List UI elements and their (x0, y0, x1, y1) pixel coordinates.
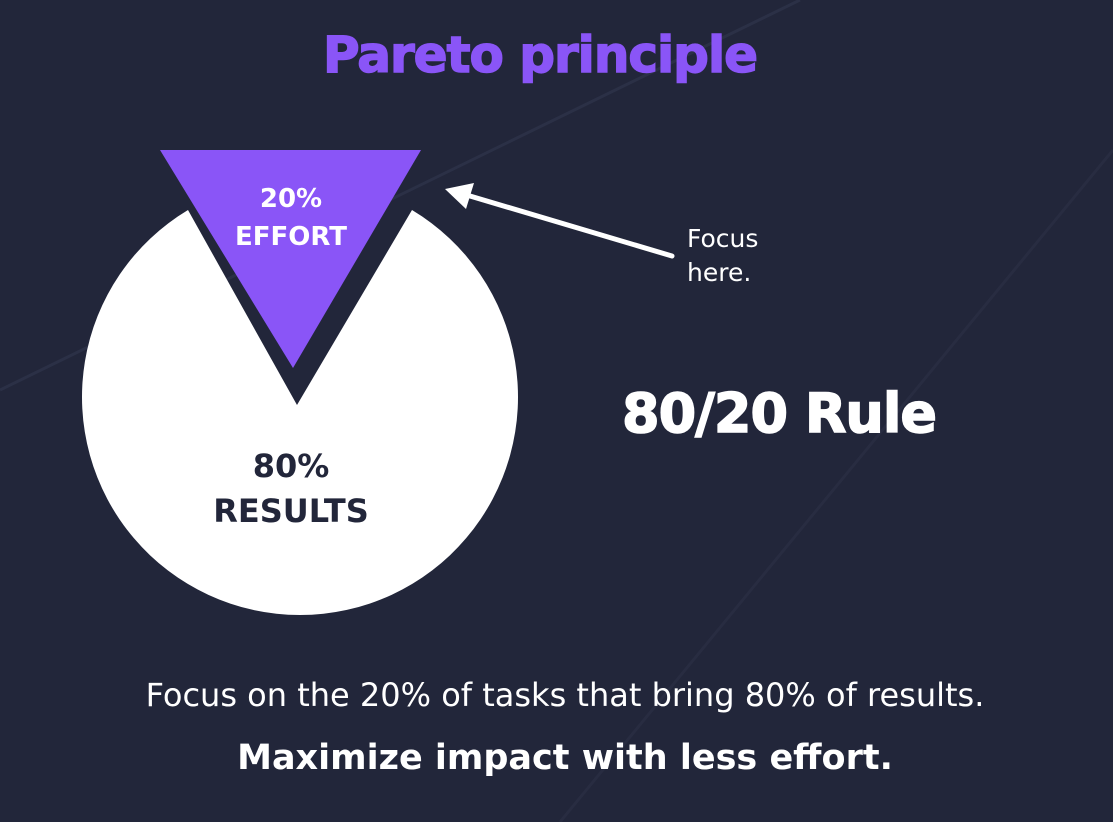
caption: Focus on the 20% of tasks that bring 80%… (145, 676, 985, 714)
results-slice (82, 210, 518, 616)
page-title: Pareto principle (322, 25, 759, 85)
rule-heading: 80/20 Rule (621, 381, 937, 446)
results-label: RESULTS (213, 492, 369, 530)
focus-note-line2: here. (687, 258, 752, 287)
focus-note-line1: Focus (687, 224, 759, 253)
effort-wedge (160, 150, 421, 368)
tagline: Maximize impact with less effort. (237, 738, 893, 778)
arrow-icon (445, 183, 675, 259)
effort-label: EFFORT (235, 222, 347, 252)
results-percent: 80% (253, 447, 330, 485)
focus-note: Focus here. (687, 222, 807, 290)
effort-percent: 20% (260, 184, 322, 214)
